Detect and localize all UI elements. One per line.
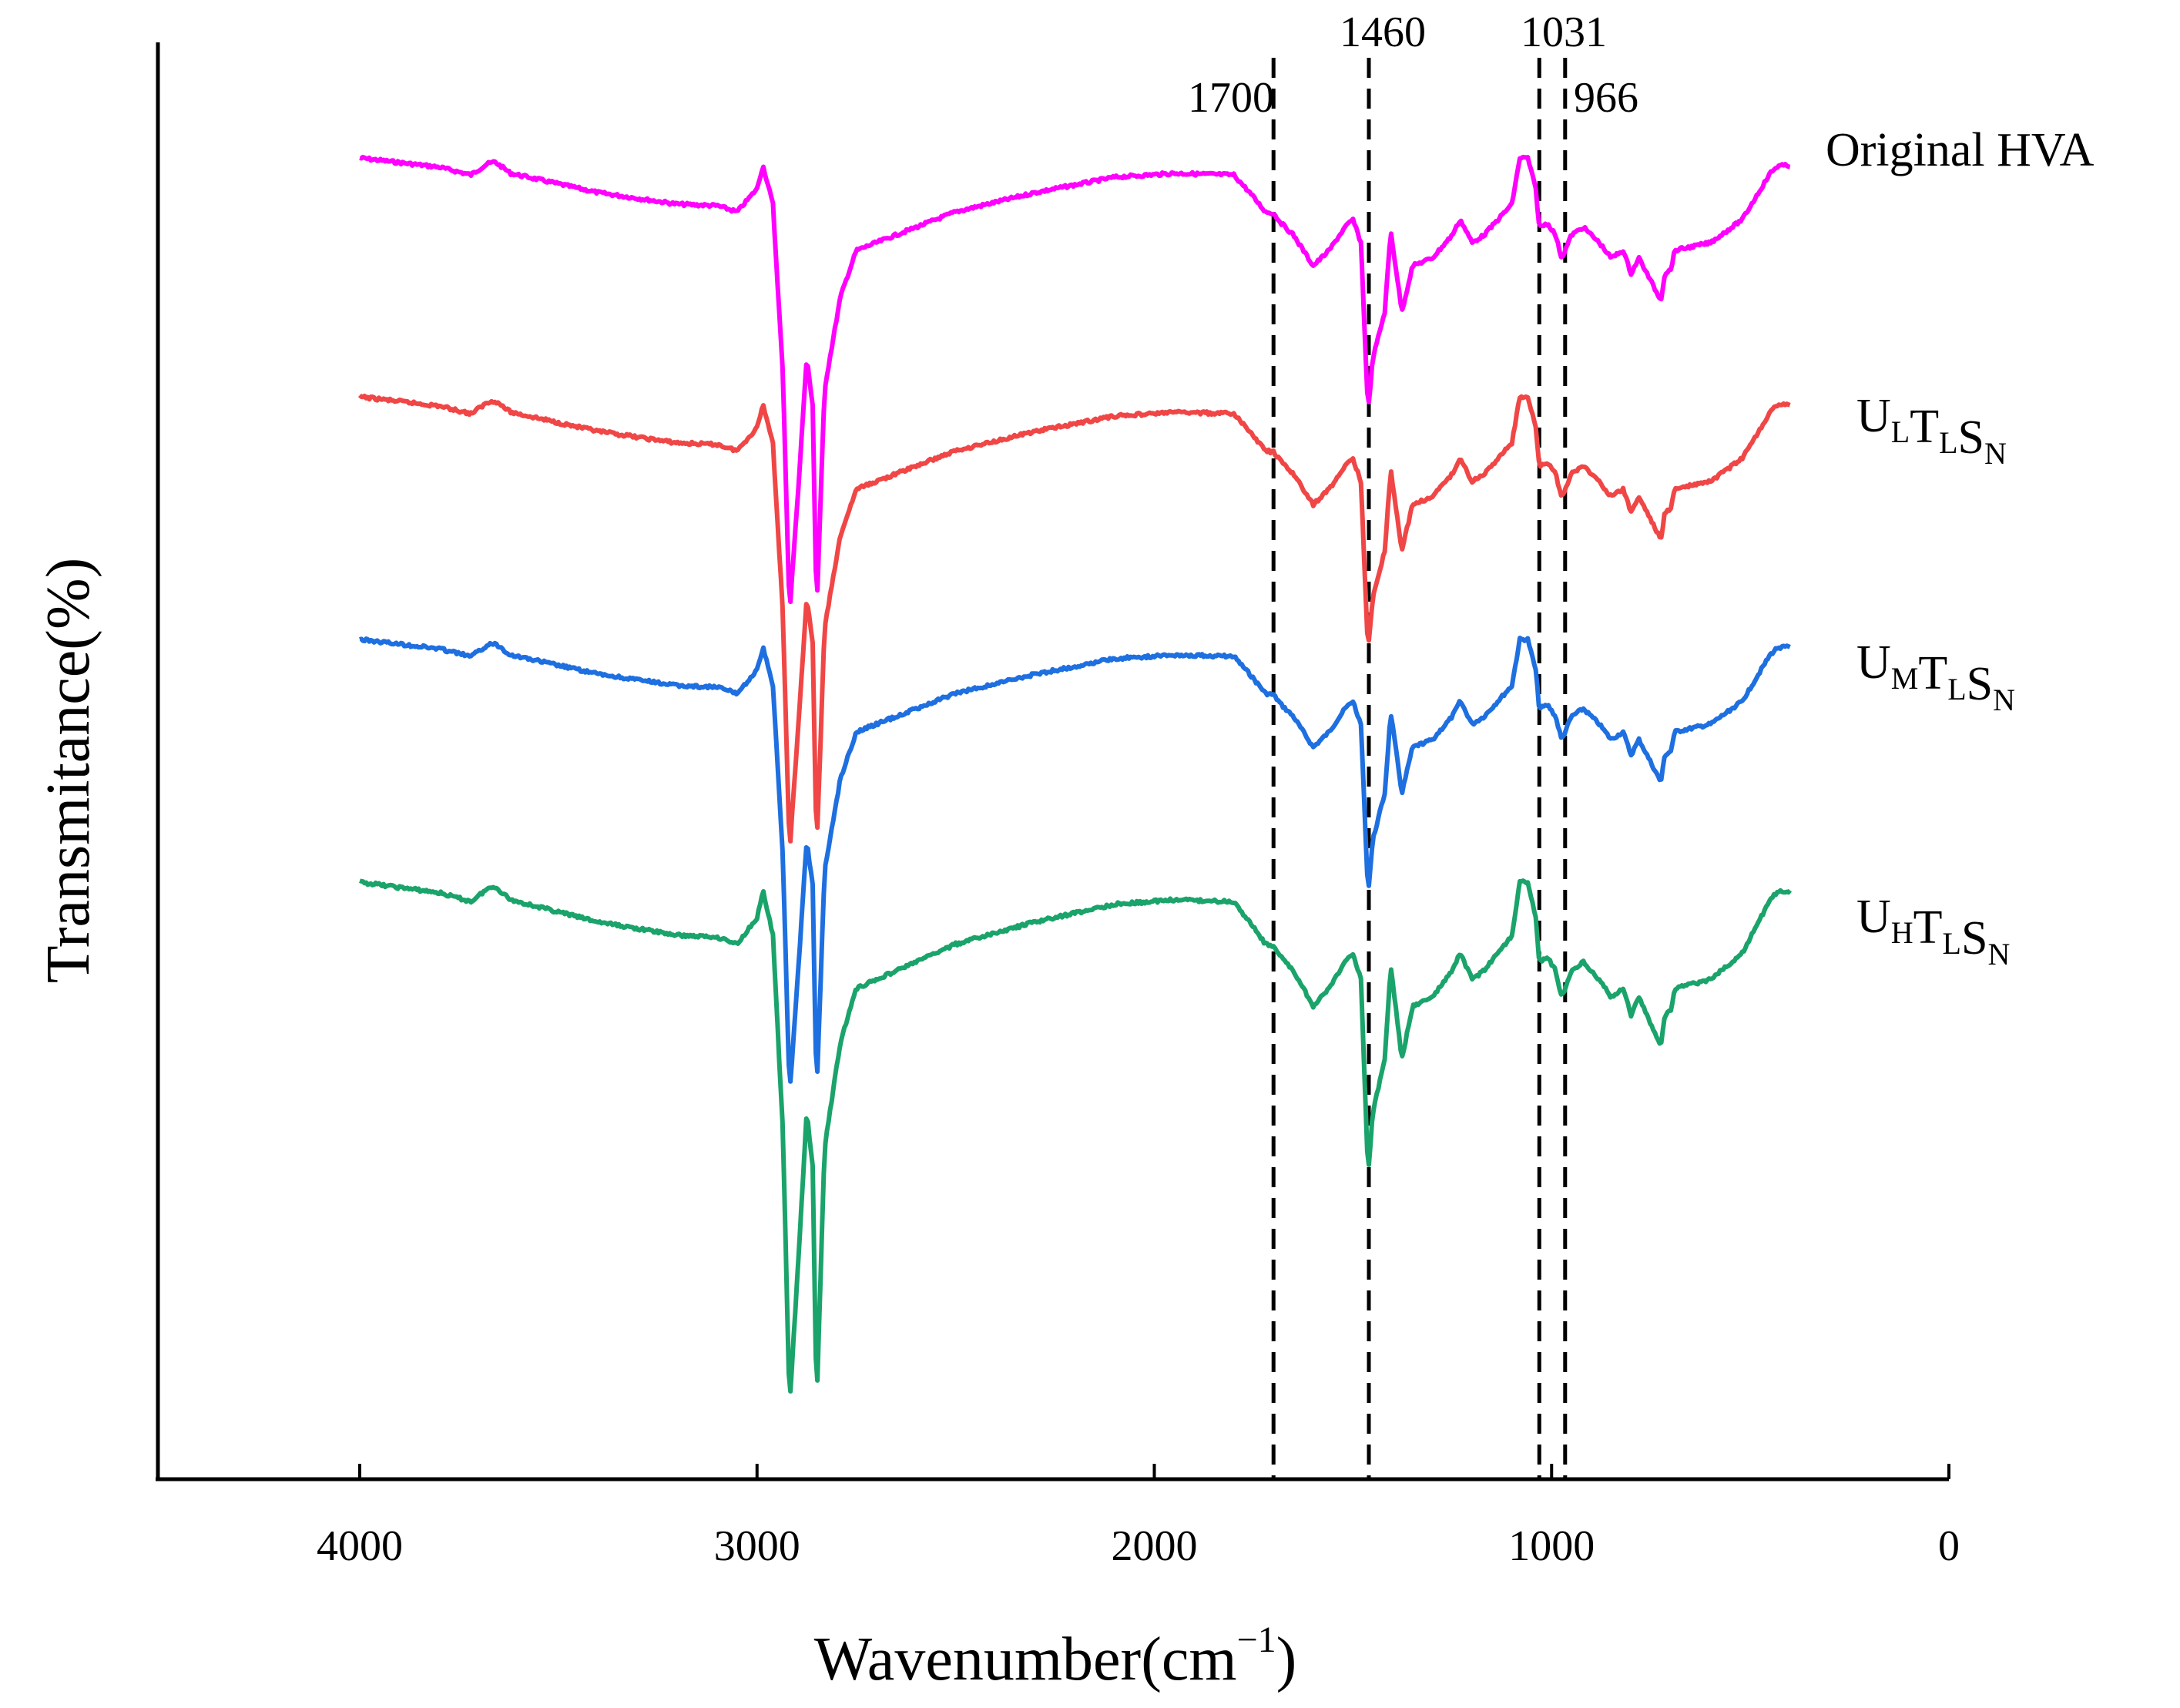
spectrum-series <box>357 154 1793 1394</box>
spectrum-line-original-hva <box>359 154 1791 604</box>
series-label: Original HVA <box>1826 124 2094 176</box>
series-label: UMTLSN <box>1856 636 2015 717</box>
x-axis-title: Wavenumber(cm−1) <box>814 1619 1297 1693</box>
spectrum-line-uhtlsn <box>359 878 1793 1394</box>
reference-lines: 1700 1460 1031 966 <box>1188 8 1638 1479</box>
axes <box>156 42 1949 1481</box>
spectrum-line-ultlsn <box>357 393 1791 844</box>
x-axis-title-superscript: −1 <box>1237 1619 1276 1660</box>
spectrum-line-umtlsn <box>359 636 1791 1084</box>
peak-label: 1031 <box>1521 8 1607 56</box>
x-tick-label: 0 <box>1938 1522 1960 1570</box>
series-labels: Original HVA ULTLSN UMTLSN UHTLSN <box>1826 124 2094 971</box>
x-tick-label: 2000 <box>1112 1522 1198 1570</box>
x-tick-label: 3000 <box>714 1522 800 1570</box>
x-tick-label: 1000 <box>1508 1522 1595 1570</box>
x-tick-label: 4000 <box>317 1522 403 1570</box>
x-ticks: 4000 3000 2000 1000 0 <box>317 1464 1960 1570</box>
peak-label: 966 <box>1574 74 1638 122</box>
series-label: UHTLSN <box>1856 891 2010 971</box>
y-axis-title: Transmitance(%) <box>35 558 102 983</box>
x-axis-title-main: Wavenumber(cm <box>814 1626 1237 1693</box>
series-label: ULTLSN <box>1856 390 2007 471</box>
x-axis-title-close: ) <box>1276 1626 1297 1693</box>
peak-label: 1700 <box>1188 74 1274 122</box>
peak-label: 1460 <box>1340 8 1426 56</box>
